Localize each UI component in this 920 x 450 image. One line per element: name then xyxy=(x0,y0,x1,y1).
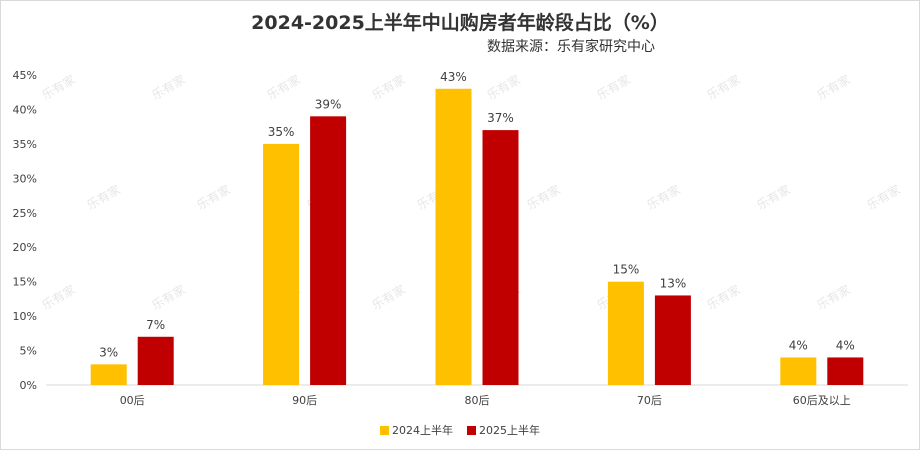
watermark-9: 乐有家 xyxy=(194,182,233,213)
legend-swatch-2024 xyxy=(380,425,389,435)
bar-s1-c0 xyxy=(137,336,174,385)
chart-legend: 2024上半年 2025上半年 xyxy=(0,422,920,438)
data-label-s1-c0: 7% xyxy=(146,318,165,332)
bar-s1-c4 xyxy=(827,357,864,385)
y-tick-label-15: 15% xyxy=(13,276,37,289)
bar-s1-c3 xyxy=(654,295,691,385)
data-label-s0-c0: 3% xyxy=(99,345,118,359)
watermark-4: 乐有家 xyxy=(484,72,523,103)
data-label-s1-c2: 37% xyxy=(487,111,514,125)
watermark-2: 乐有家 xyxy=(264,72,303,103)
y-tick-label-35: 35% xyxy=(13,138,37,151)
y-tick-label-10: 10% xyxy=(13,310,37,323)
watermark-6: 乐有家 xyxy=(704,72,743,103)
y-tick-label-45: 45% xyxy=(13,69,37,82)
x-tick-label-0: 00后 xyxy=(120,394,145,407)
x-tick-label-1: 90后 xyxy=(292,394,317,407)
bar-s0-c1 xyxy=(263,143,300,385)
bar-s0-c4 xyxy=(780,357,817,385)
watermark-19: 乐有家 xyxy=(369,282,408,313)
watermark-15: 乐有家 xyxy=(864,182,903,213)
x-tick-label-3: 70后 xyxy=(637,394,662,407)
data-label-s0-c1: 35% xyxy=(268,125,295,139)
legend-item-2024[interactable]: 2024上半年 xyxy=(380,422,453,438)
watermark-8: 乐有家 xyxy=(84,182,123,213)
legend-swatch-2025 xyxy=(467,425,476,435)
watermark-17: 乐有家 xyxy=(149,282,188,313)
bar-s0-c2 xyxy=(435,88,472,386)
watermark-3: 乐有家 xyxy=(369,72,408,103)
y-tick-label-30: 30% xyxy=(13,172,37,185)
watermark-7: 乐有家 xyxy=(814,72,853,103)
watermark-0: 乐有家 xyxy=(39,72,78,103)
data-label-s0-c4: 4% xyxy=(789,338,808,352)
x-tick-label-4: 60后及以上 xyxy=(793,394,851,407)
data-label-s1-c3: 13% xyxy=(660,276,687,290)
y-tick-label-20: 20% xyxy=(13,241,37,254)
bar-s1-c2 xyxy=(482,130,519,385)
watermark-1: 乐有家 xyxy=(149,72,188,103)
watermark-22: 乐有家 xyxy=(704,282,743,313)
data-label-s1-c4: 4% xyxy=(836,338,855,352)
watermark-14: 乐有家 xyxy=(754,182,793,213)
watermark-5: 乐有家 xyxy=(594,72,633,103)
watermark-12: 乐有家 xyxy=(524,182,563,213)
chart-subtitle: 数据来源：乐有家研究中心 xyxy=(487,39,655,55)
bar-s1-c1 xyxy=(310,116,347,385)
y-tick-label-40: 40% xyxy=(13,103,37,116)
watermark-16: 乐有家 xyxy=(39,282,78,313)
data-label-s0-c2: 43% xyxy=(440,70,467,84)
bar-s0-c3 xyxy=(607,281,644,385)
y-tick-label-5: 5% xyxy=(20,345,37,358)
legend-item-2025[interactable]: 2025上半年 xyxy=(467,422,540,438)
y-tick-label-0: 0% xyxy=(20,379,37,392)
chart-title: 2024-2025上半年中山购房者年龄段占比（%） xyxy=(251,12,669,34)
bar-s0-c0 xyxy=(90,364,127,385)
y-tick-label-25: 25% xyxy=(13,207,37,220)
legend-label-2024: 2024上半年 xyxy=(392,424,453,437)
watermark-23: 乐有家 xyxy=(814,282,853,313)
data-label-s1-c1: 39% xyxy=(315,97,342,111)
data-label-s0-c3: 15% xyxy=(613,263,640,277)
watermark-13: 乐有家 xyxy=(644,182,683,213)
x-tick-label-2: 80后 xyxy=(465,394,490,407)
legend-label-2025: 2025上半年 xyxy=(479,424,540,437)
